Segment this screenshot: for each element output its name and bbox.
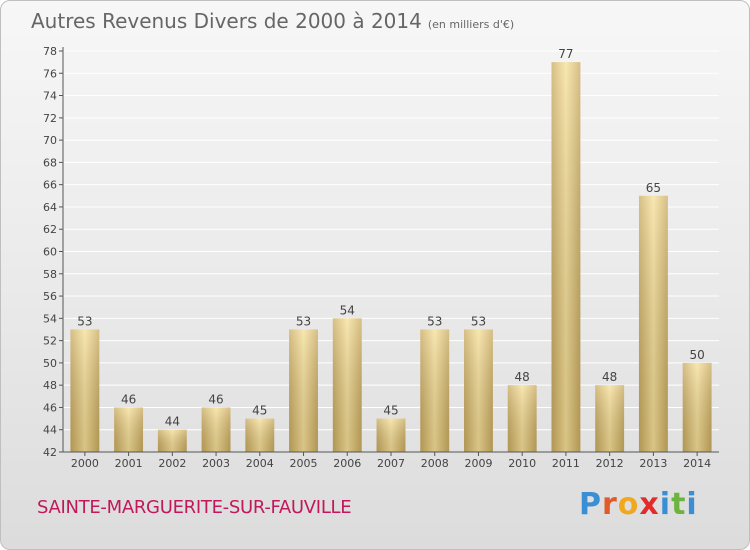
bar-shade: [682, 362, 712, 452]
bar-shade: [507, 385, 537, 452]
y-tick-label: 42: [43, 446, 57, 459]
bar-shade: [551, 62, 581, 453]
logo-letter: o: [617, 487, 640, 522]
x-tick-label: 2011: [552, 457, 580, 470]
data-label: 54: [340, 303, 355, 317]
x-tick-label: 2009: [464, 457, 492, 470]
x-tick-label: 2001: [115, 457, 143, 470]
x-tick-label: 2005: [290, 457, 318, 470]
x-tick-label: 2000: [71, 457, 99, 470]
y-tick-label: 78: [43, 45, 57, 58]
chart-unit: (en milliers d'€): [427, 18, 515, 31]
logo-letter: i: [686, 487, 698, 522]
data-label: 53: [427, 314, 442, 328]
y-tick-label: 76: [43, 67, 57, 80]
data-label: 65: [646, 181, 661, 195]
bar-shade: [289, 329, 318, 452]
y-tick-label: 74: [43, 90, 57, 103]
proxiti-logo: Proxiti: [579, 487, 698, 522]
x-tick-label: 2014: [683, 457, 711, 470]
bar-shade: [70, 329, 100, 452]
bar-shade: [420, 329, 450, 452]
y-tick-label: 62: [43, 223, 57, 236]
data-label: 53: [296, 314, 311, 328]
y-tick-label: 64: [43, 201, 57, 214]
y-tick-label: 70: [43, 134, 57, 147]
x-tick-label: 2003: [202, 457, 230, 470]
bar-shade: [464, 329, 493, 452]
place-name: SAINTE-MARGUERITE-SUR-FAUVILLE: [37, 497, 352, 518]
data-label: 53: [471, 314, 486, 328]
x-tick-label: 2004: [246, 457, 274, 470]
logo-letter: i: [659, 487, 672, 522]
y-tick-label: 48: [43, 379, 57, 392]
bar-shade: [638, 195, 668, 453]
data-label: 46: [121, 392, 136, 406]
x-tick-label: 2006: [333, 457, 361, 470]
y-tick-label: 54: [43, 312, 57, 325]
y-tick-label: 46: [43, 401, 57, 414]
bar-shade: [595, 385, 625, 452]
bar-shade: [157, 429, 187, 452]
y-tick-label: 56: [43, 290, 57, 303]
data-label: 50: [689, 348, 704, 362]
bar-shade: [332, 318, 362, 452]
y-tick-label: 72: [43, 112, 57, 125]
data-label: 45: [383, 404, 398, 418]
logo-letter: r: [602, 487, 618, 522]
logo-letter: P: [579, 487, 602, 522]
data-label: 46: [208, 392, 223, 406]
bar-shade: [376, 418, 406, 452]
bar-shade: [201, 407, 231, 452]
x-tick-label: 2013: [639, 457, 667, 470]
data-label: 45: [252, 404, 267, 418]
data-label: 53: [77, 314, 92, 328]
data-label: 48: [515, 370, 530, 384]
y-tick-label: 66: [43, 179, 57, 192]
x-tick-label: 2007: [377, 457, 405, 470]
x-tick-label: 2002: [158, 457, 186, 470]
x-tick-label: 2012: [596, 457, 624, 470]
x-tick-label: 2008: [421, 457, 449, 470]
data-label: 77: [558, 47, 573, 61]
chart-title: Autres Revenus Divers de 2000 à 2014 (en …: [31, 9, 514, 33]
y-tick-label: 58: [43, 268, 57, 281]
chart-title-text: Autres Revenus Divers de 2000 à 2014: [31, 9, 422, 33]
logo-letter: x: [639, 487, 660, 522]
bar-shade: [114, 407, 144, 452]
y-tick-label: 52: [43, 335, 57, 348]
x-tick-label: 2010: [508, 457, 536, 470]
data-label: 48: [602, 370, 617, 384]
data-label: 44: [165, 415, 180, 429]
y-tick-label: 68: [43, 156, 57, 169]
bar-shade: [245, 418, 275, 452]
y-tick-label: 44: [43, 424, 57, 437]
y-tick-label: 60: [43, 246, 57, 259]
y-tick-label: 50: [43, 357, 57, 370]
logo-letter: t: [671, 487, 687, 522]
